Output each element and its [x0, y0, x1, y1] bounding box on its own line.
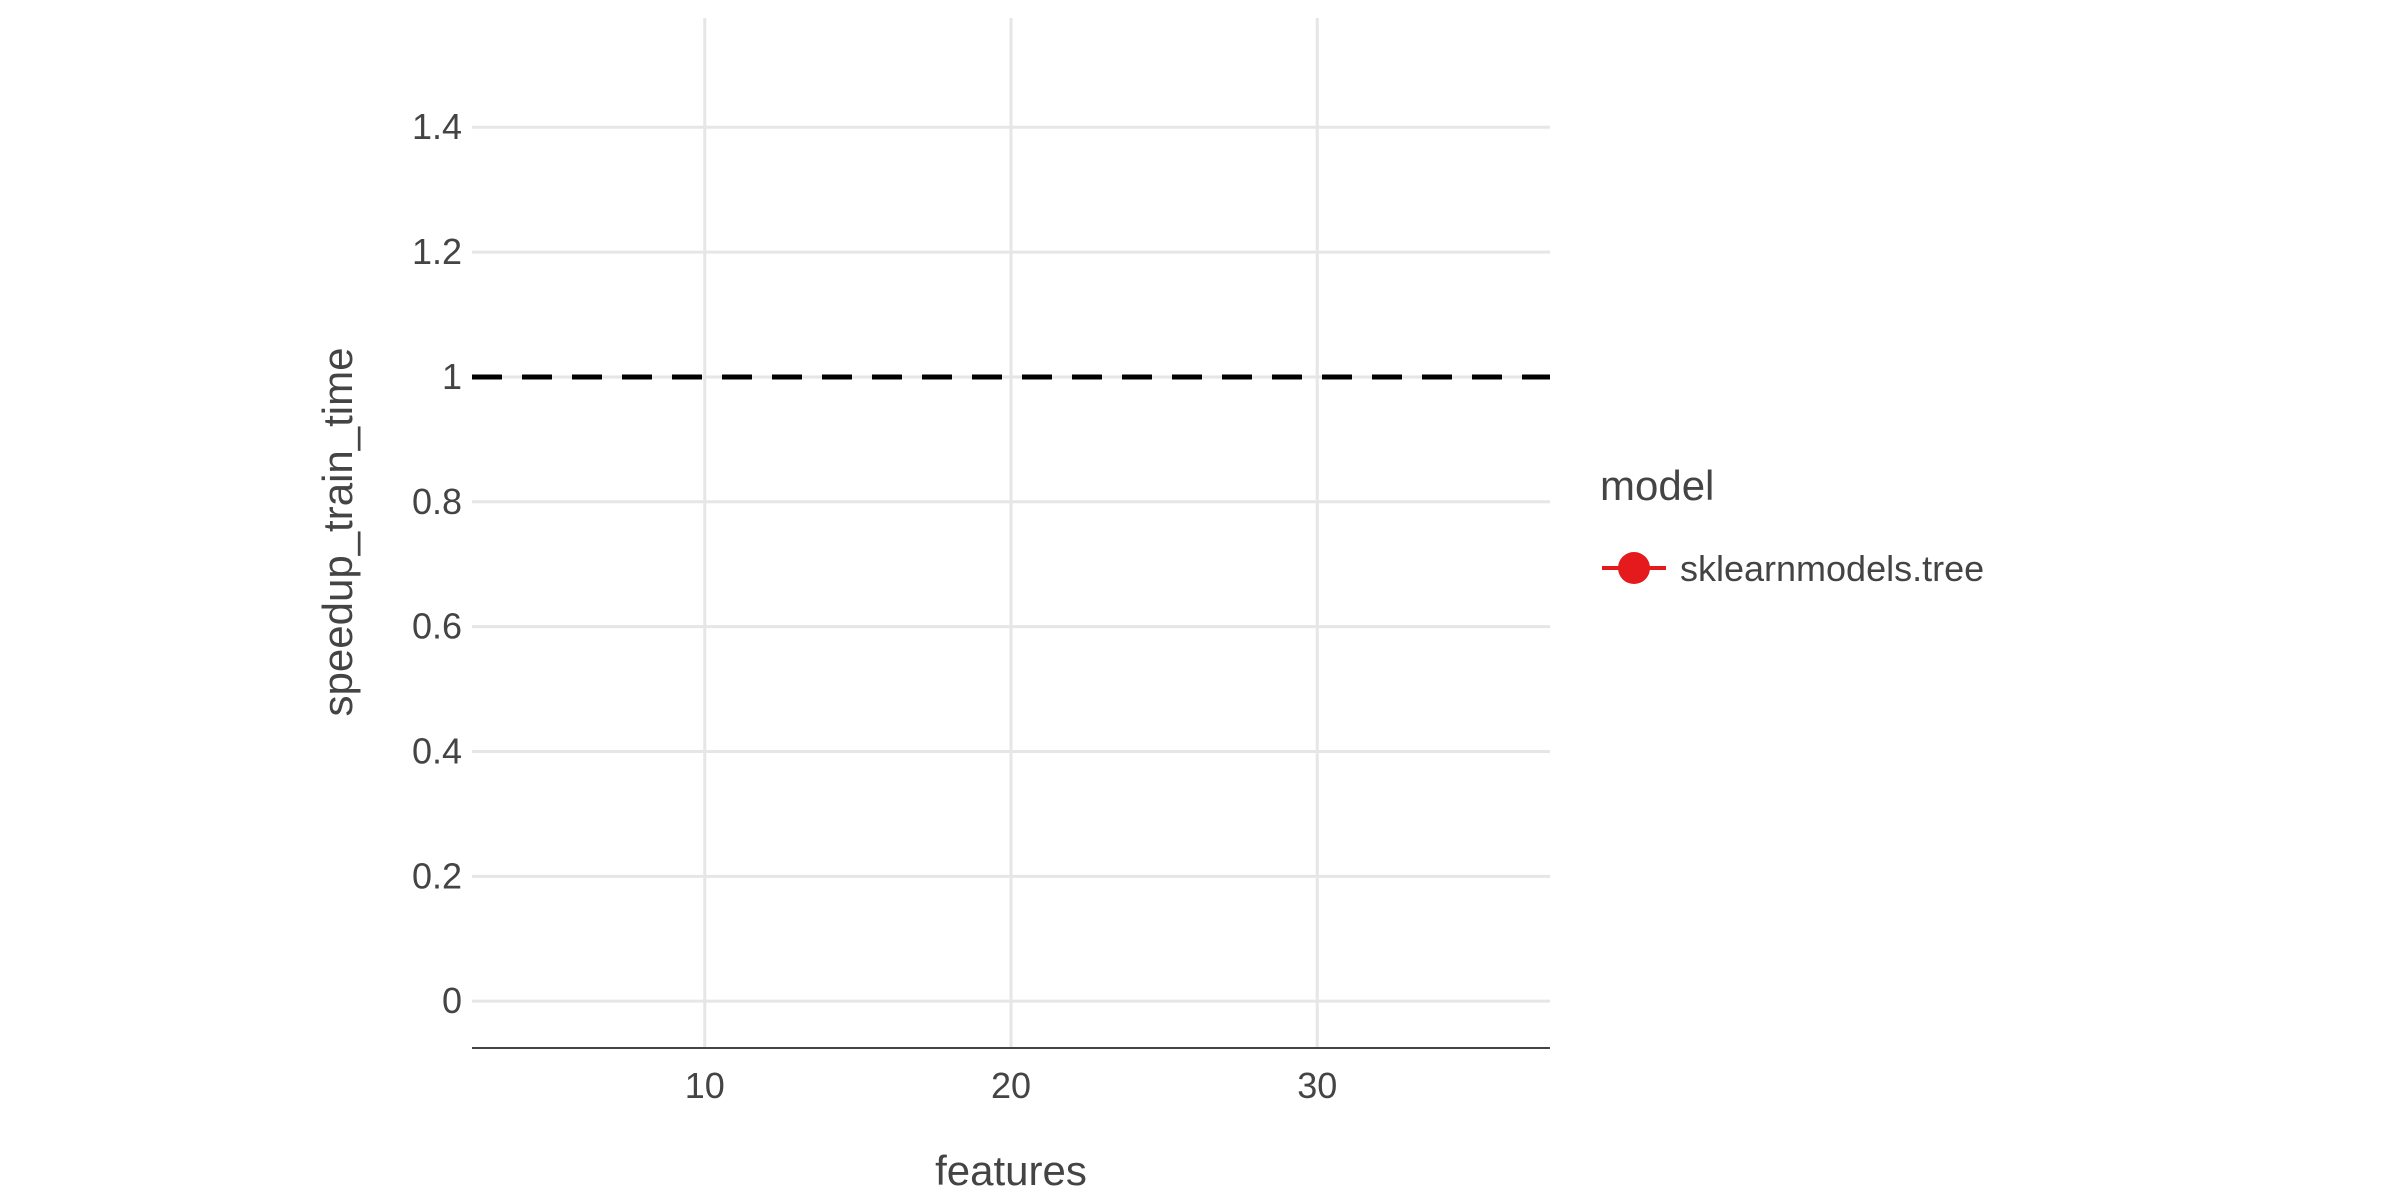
x-tick-label: 20 — [991, 1065, 1031, 1106]
y-tick-labels: 0 0.2 0.4 0.6 0.8 1 1.2 1.4 — [412, 106, 462, 1021]
x-tick-label: 30 — [1297, 1065, 1337, 1106]
x-tick-labels: 10 20 30 — [685, 1065, 1338, 1106]
y-tick-label: 0.4 — [412, 730, 462, 771]
legend-items: sklearnmodels.tree — [1602, 548, 1984, 589]
y-tick-label: 0.6 — [412, 606, 462, 647]
y-tick-label: 0.2 — [412, 855, 462, 896]
legend-item-label: sklearnmodels.tree — [1680, 548, 1984, 589]
y-tick-label: 0 — [442, 980, 462, 1021]
y-axis-title: speedup_train_time — [314, 348, 361, 717]
x-axis-title: features — [935, 1147, 1087, 1194]
legend-key-point — [1618, 552, 1650, 584]
legend[interactable]: model sklearnmodels.tree — [1600, 462, 1984, 589]
y-tick-label: 1.2 — [412, 231, 462, 272]
y-tick-label: 1.4 — [412, 106, 462, 147]
y-tick-label: 0.8 — [412, 481, 462, 522]
x-tick-label: 10 — [685, 1065, 725, 1106]
y-tick-label: 1 — [442, 356, 462, 397]
legend-title: model — [1600, 462, 1714, 509]
x-gridlines — [703, 18, 1319, 1048]
